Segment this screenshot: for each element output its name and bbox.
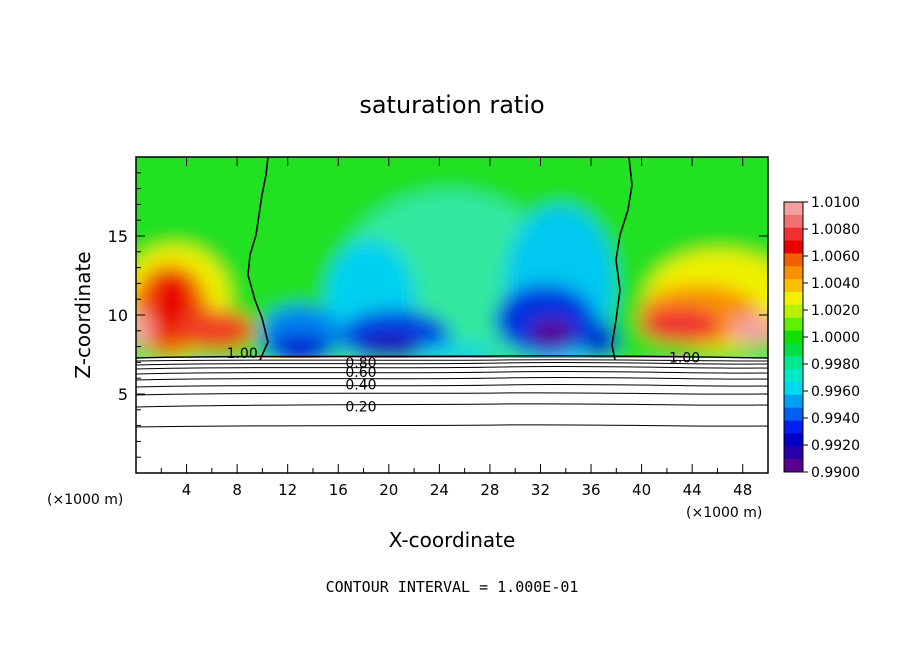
x-axis-label: X-coordinate	[389, 528, 516, 552]
y-tick-label-0: 5	[118, 385, 128, 404]
colorbar-band-0	[784, 202, 803, 216]
x-tick-label-9: 40	[632, 481, 651, 499]
colorbar-label-10: 0.9900	[811, 465, 860, 481]
x-tick-label-6: 28	[480, 481, 499, 499]
colorbar-band-10	[784, 330, 803, 344]
colorbar-band-13	[784, 369, 803, 383]
x-unit-right: (×1000 m)	[686, 505, 762, 521]
colorbar: 1.0100 1.0080 1.0060 1.0040 1.0020 1.0000 0.99…	[783, 195, 860, 481]
colorbar-band-3	[784, 240, 803, 254]
contour-label-0: 1.00	[227, 346, 258, 362]
contour-label-5: 0.20	[345, 400, 376, 416]
x-tick-label-10: 44	[683, 481, 702, 499]
colorbar-label-2: 1.0060	[811, 249, 860, 265]
colorbar-label-3: 1.0040	[811, 276, 860, 292]
colorbar-band-9	[784, 317, 803, 332]
colorbar-band-2	[784, 227, 803, 242]
colorbar-band-4	[784, 253, 803, 267]
colorbar-label-4: 1.0020	[811, 303, 860, 319]
colorbar-label-9: 0.9920	[811, 438, 860, 454]
y-tick-label-1: 10	[108, 306, 128, 325]
colorbar-label-0: 1.0100	[811, 195, 860, 211]
contour-label-4: 0.40	[345, 378, 376, 394]
colorbar-band-14	[784, 382, 803, 396]
y-axis-label: Z-coordinate	[71, 251, 95, 378]
chart-title: saturation ratio	[359, 91, 544, 119]
x-tick-label-4: 20	[379, 481, 398, 499]
contour-1-00-left	[247, 157, 269, 361]
colorbar-band-12	[784, 356, 803, 370]
x-tick-label-8: 36	[581, 481, 600, 499]
colorbar-band-16	[784, 407, 803, 422]
colorbar-band-19	[784, 446, 803, 460]
contour-label-3: 0.60	[345, 365, 376, 381]
colorbar-band-1	[784, 214, 803, 229]
colorbar-label-5: 1.0000	[811, 330, 860, 346]
colorbar-band-8	[784, 304, 803, 319]
colorbar-band-18	[784, 433, 803, 447]
x-tick-label-2: 12	[278, 481, 297, 499]
y-tick-label-2: 15	[108, 227, 128, 246]
x-tick-label-0: 4	[182, 481, 192, 499]
contour-label-1: 1.00	[669, 351, 700, 367]
x-tick-label-7: 32	[531, 481, 550, 499]
colorbar-band-15	[784, 394, 803, 409]
colorbar-label-6: 0.9980	[811, 357, 860, 373]
colorbar-label-8: 0.9940	[811, 411, 860, 427]
colorbar-band-11	[784, 343, 803, 357]
colorbar-label-1: 1.0080	[811, 222, 860, 238]
colorbar-band-7	[784, 292, 803, 306]
contour-1-00-right	[611, 157, 633, 361]
colorbar-band-17	[784, 420, 803, 434]
heatmap-field: 1.00 1.00 0.800.600.40 0.20	[136, 157, 768, 473]
colorbar-label-7: 0.9960	[811, 384, 860, 400]
colorbar-band-20	[784, 459, 803, 473]
colorbar-band-5	[784, 266, 803, 280]
colorbar-band-6	[784, 279, 803, 293]
contour-label-2: 0.80	[345, 355, 376, 371]
contour-interval-note: CONTOUR INTERVAL = 1.000E-01	[326, 578, 579, 596]
x-tick-label-5: 24	[430, 481, 449, 499]
x-tick-label-3: 16	[329, 481, 348, 499]
x-tick-label-1: 8	[232, 481, 242, 499]
x-unit-left: (×1000 m)	[47, 492, 123, 508]
x-tick-label-11: 48	[733, 481, 752, 499]
